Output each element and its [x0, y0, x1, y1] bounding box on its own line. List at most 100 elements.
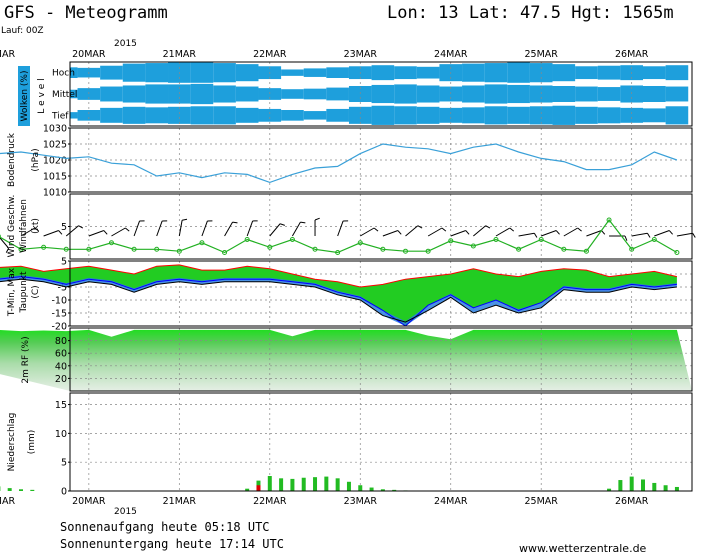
cloud-cell	[665, 106, 689, 125]
day-label-bottom: 23MAR	[344, 496, 378, 507]
day-label-bottom: 26MAR	[615, 496, 649, 507]
temperature-tick-label: -20	[51, 322, 67, 333]
wind-barb-flag	[182, 218, 188, 221]
wind-speed-point	[425, 248, 431, 254]
wind-barb	[178, 220, 183, 237]
temperature-panel-frame	[69, 260, 693, 327]
wind-barb	[201, 220, 208, 237]
wind-barb-flag	[5, 248, 10, 253]
wind-speed-point	[63, 246, 69, 252]
precipitation-bar	[7, 488, 12, 491]
wind-barb	[360, 227, 375, 237]
wind-barb	[676, 232, 693, 237]
pressure-panel-frame	[69, 127, 693, 193]
precipitation-bar	[640, 479, 645, 491]
precipitation-bar	[674, 486, 679, 491]
wind-barb-flag	[103, 230, 108, 235]
cloud-cell	[213, 63, 236, 83]
day-label-top: 23MAR	[344, 49, 378, 60]
precipitation-bar	[358, 485, 363, 491]
cloud-cell	[70, 112, 78, 119]
humidity-tick-label: 20	[55, 374, 67, 385]
wind-barb-flag	[533, 232, 538, 238]
cloud-cell	[575, 86, 598, 102]
cloud-cell	[70, 89, 78, 99]
wind-speed-point	[267, 244, 273, 250]
cloud-cell	[597, 107, 621, 124]
pressure-axis-label: Bodendruck	[7, 132, 17, 187]
day-label-top: 19MAR	[0, 49, 15, 60]
cloud-cell	[416, 66, 440, 79]
wind-barb	[337, 220, 344, 237]
wind-barb-flag	[485, 225, 491, 229]
wind-barb-flag	[624, 235, 628, 241]
cloud-cell	[371, 105, 395, 125]
wind-speed-point	[289, 237, 295, 242]
precipitation-bar	[335, 478, 340, 491]
cloud-cell	[371, 65, 395, 81]
cloud-cell	[462, 63, 485, 82]
panels: Wolken (%) L e v e lHochMittelTief1010101…	[0, 61, 696, 498]
cloud-cell	[665, 65, 689, 81]
location-info: Lon: 13 Lat: 47.5 Hgt: 1565m	[387, 3, 674, 23]
humidity-axis-label: 2m RF (%)	[21, 336, 31, 383]
temperature-unit-label: (C)	[31, 285, 41, 298]
precipitation-bar	[629, 476, 634, 491]
pressure-tick-label: 1025	[43, 140, 67, 151]
wind-speed-point	[629, 246, 635, 252]
humidity-area	[0, 329, 692, 391]
wind-barb	[291, 221, 301, 237]
cloud-cell	[122, 63, 146, 82]
website-link[interactable]: www.wetterzentrale.de	[519, 542, 647, 553]
humidity-tick-label: 60	[55, 349, 67, 360]
humidity-tick-label: 80	[55, 336, 67, 347]
cloud-level-mittel: Mittel	[52, 90, 77, 100]
humidity-panel-frame	[69, 327, 693, 392]
cloud-level-label: L e v e l	[37, 78, 47, 113]
wind-panel-frame	[69, 193, 693, 260]
cloud-cell	[462, 107, 485, 124]
wind-barb-flag	[397, 230, 402, 235]
cloud-cell	[281, 69, 304, 76]
cloud-cell	[100, 65, 123, 80]
wind-barb	[246, 220, 254, 237]
pressure-tick-label: 1015	[43, 172, 67, 183]
cloud-cell	[642, 66, 666, 80]
wind-barb-flag	[509, 227, 515, 232]
cloud-cell	[597, 87, 621, 101]
cloud-cell	[235, 64, 259, 82]
cloud-cell	[484, 63, 508, 83]
wind-speed-point	[651, 237, 657, 242]
wind-barb	[382, 230, 399, 237]
cloud-cell	[145, 63, 169, 83]
cloud-cell	[416, 85, 440, 103]
cloud-cell	[145, 107, 169, 124]
year-label-top: 2015	[114, 39, 137, 49]
wind-speed-axis-label: Wind Geschw.	[7, 195, 17, 258]
cloud-cell	[281, 110, 304, 121]
wind-speed-point	[380, 246, 386, 252]
temperature-axis-label: T-Min, Max	[7, 267, 17, 317]
wind-barb	[495, 227, 511, 237]
cloud-cell	[303, 88, 327, 100]
precipitation-bar	[313, 477, 318, 491]
precipitation-bar	[18, 489, 23, 491]
wind-speed-point	[154, 246, 160, 252]
wind-speed-point	[357, 240, 363, 246]
precipitation-bar	[279, 478, 284, 491]
wind-barb-flag	[300, 221, 306, 224]
precipitation-bar	[607, 488, 612, 491]
wind-speed-point	[108, 240, 114, 246]
cloud-cell	[77, 110, 101, 121]
cloud-cell	[235, 86, 259, 102]
cloud-cell	[326, 108, 349, 122]
wind-barb	[20, 227, 36, 237]
wind-panel: 5 Wind Geschw. Windfahnen (kt)	[0, 193, 696, 260]
wind-barb	[450, 230, 466, 237]
cloud-cell	[642, 86, 666, 102]
day-label-top: 25MAR	[525, 49, 559, 60]
cloud-cell	[348, 106, 372, 124]
pressure-tick-label: 1020	[43, 156, 67, 167]
precipitation-tick-label: 10	[55, 429, 67, 440]
